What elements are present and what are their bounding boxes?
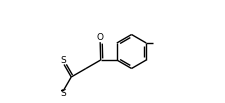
Text: S: S — [60, 89, 66, 98]
Text: O: O — [96, 33, 103, 42]
Text: S: S — [60, 56, 65, 65]
